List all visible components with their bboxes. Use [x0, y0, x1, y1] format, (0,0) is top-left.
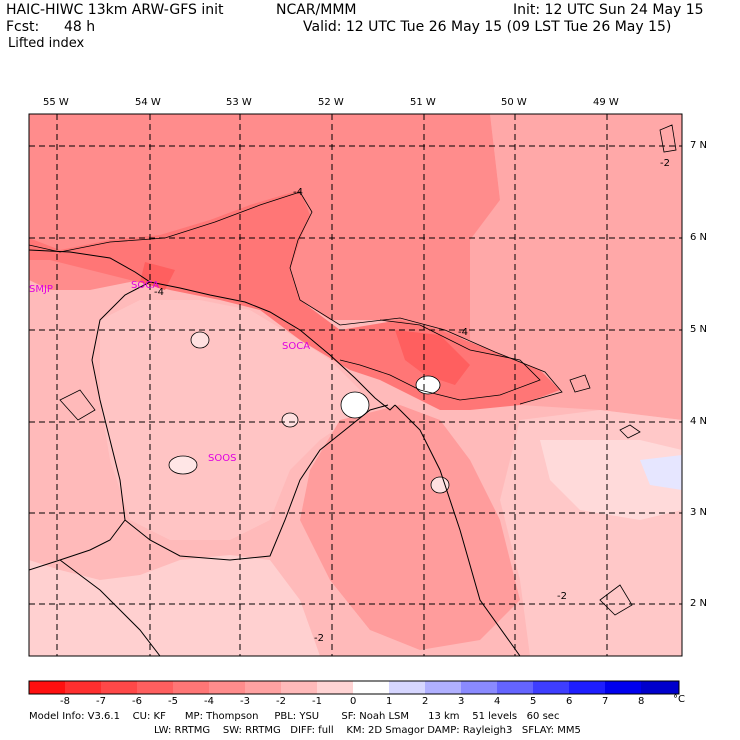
contour-label: -2: [660, 158, 670, 169]
colorbar-swatch: [533, 681, 569, 694]
colorbar-tick: -6: [132, 696, 142, 707]
model-title: HAIC-HIWC 13km ARW-GFS init: [6, 2, 224, 18]
lon-label: 53 W: [226, 97, 252, 108]
lat-label: 6 N: [690, 232, 708, 243]
valid-time: Valid: 12 UTC Tue 26 May 15 (09 LST Tue …: [303, 19, 672, 35]
colorbar-tick: -7: [96, 696, 106, 707]
contour-label: -2: [557, 591, 567, 602]
colorbar-swatch: [245, 681, 281, 694]
model-info-line2: LW: RRTMG SW: RRTMG DIFF: full KM: 2D Sm…: [154, 725, 581, 736]
colorbar-tick: -8: [60, 696, 70, 707]
forecast-label: Fcst:: [6, 19, 40, 35]
colorbar-swatch: [641, 681, 679, 694]
station-label: SOOS: [208, 453, 237, 464]
colorbar-swatch: [137, 681, 173, 694]
init-time: Init: 12 UTC Sun 24 May 15: [513, 2, 704, 18]
lat-label: 3 N: [690, 507, 708, 518]
forecast-hours: 48 h: [64, 19, 96, 35]
station-label: SOCA: [282, 341, 311, 352]
colorbar-swatch: [425, 681, 461, 694]
colorbar-tick: 1: [386, 696, 393, 707]
map-frame: [28, 113, 683, 657]
contour-label: -4: [293, 187, 303, 198]
colorbar-tick: 4: [494, 696, 501, 707]
colorbar-swatch: [353, 681, 389, 694]
lat-label: 2 N: [690, 598, 708, 609]
lon-label: 52 W: [318, 97, 344, 108]
colorbar-tick: 6: [566, 696, 573, 707]
colorbar-swatch: [173, 681, 209, 694]
colorbar-tick: 0: [350, 696, 357, 707]
colorbar-tick: 8: [638, 696, 645, 707]
colorbar-tick: 2: [422, 696, 429, 707]
colorbar-tick: -2: [276, 696, 286, 707]
station-label: SOCA: [131, 280, 160, 291]
org-label: NCAR/MMM: [276, 2, 357, 18]
colorbar-tick: -1: [312, 696, 322, 707]
contour-label: -2: [314, 633, 324, 644]
lat-label: 7 N: [690, 140, 708, 151]
colorbar-swatch: [461, 681, 497, 694]
station-label: SMJP: [29, 284, 53, 295]
colorbar-unit: °C: [673, 694, 685, 705]
colorbar-tick: 3: [458, 696, 465, 707]
colorbar-swatch: [65, 681, 101, 694]
colorbar-swatch: [209, 681, 245, 694]
lon-label: 55 W: [43, 97, 69, 108]
colorbar-swatch: [317, 681, 353, 694]
colorbar-swatch: [389, 681, 425, 694]
lat-label: 4 N: [690, 416, 708, 427]
colorbar-tick: 5: [530, 696, 537, 707]
colorbar: [28, 680, 680, 695]
colorbar-tick: -3: [240, 696, 250, 707]
contour-label: -4: [154, 287, 164, 298]
lon-label: 49 W: [593, 97, 619, 108]
lon-label: 50 W: [501, 97, 527, 108]
contour-label: -4: [458, 327, 468, 338]
colorbar-swatch: [101, 681, 137, 694]
model-info-line1: Model Info: V3.6.1 CU: KF MP: Thompson P…: [29, 711, 560, 722]
lon-label: 51 W: [410, 97, 436, 108]
colorbar-swatch: [29, 681, 65, 694]
graticule: [29, 114, 682, 656]
lifted-index-field: [29, 114, 682, 656]
colorbar-swatch: [569, 681, 605, 694]
colorbar-swatch: [497, 681, 533, 694]
lon-label: 54 W: [135, 97, 161, 108]
colorbar-swatch: [605, 681, 641, 694]
colorbar-tick: -4: [204, 696, 214, 707]
colorbar-tick: -5: [168, 696, 178, 707]
field-name: Lifted index: [8, 36, 85, 51]
colorbar-tick: 7: [602, 696, 609, 707]
colorbar-swatch: [281, 681, 317, 694]
lat-label: 5 N: [690, 324, 708, 335]
